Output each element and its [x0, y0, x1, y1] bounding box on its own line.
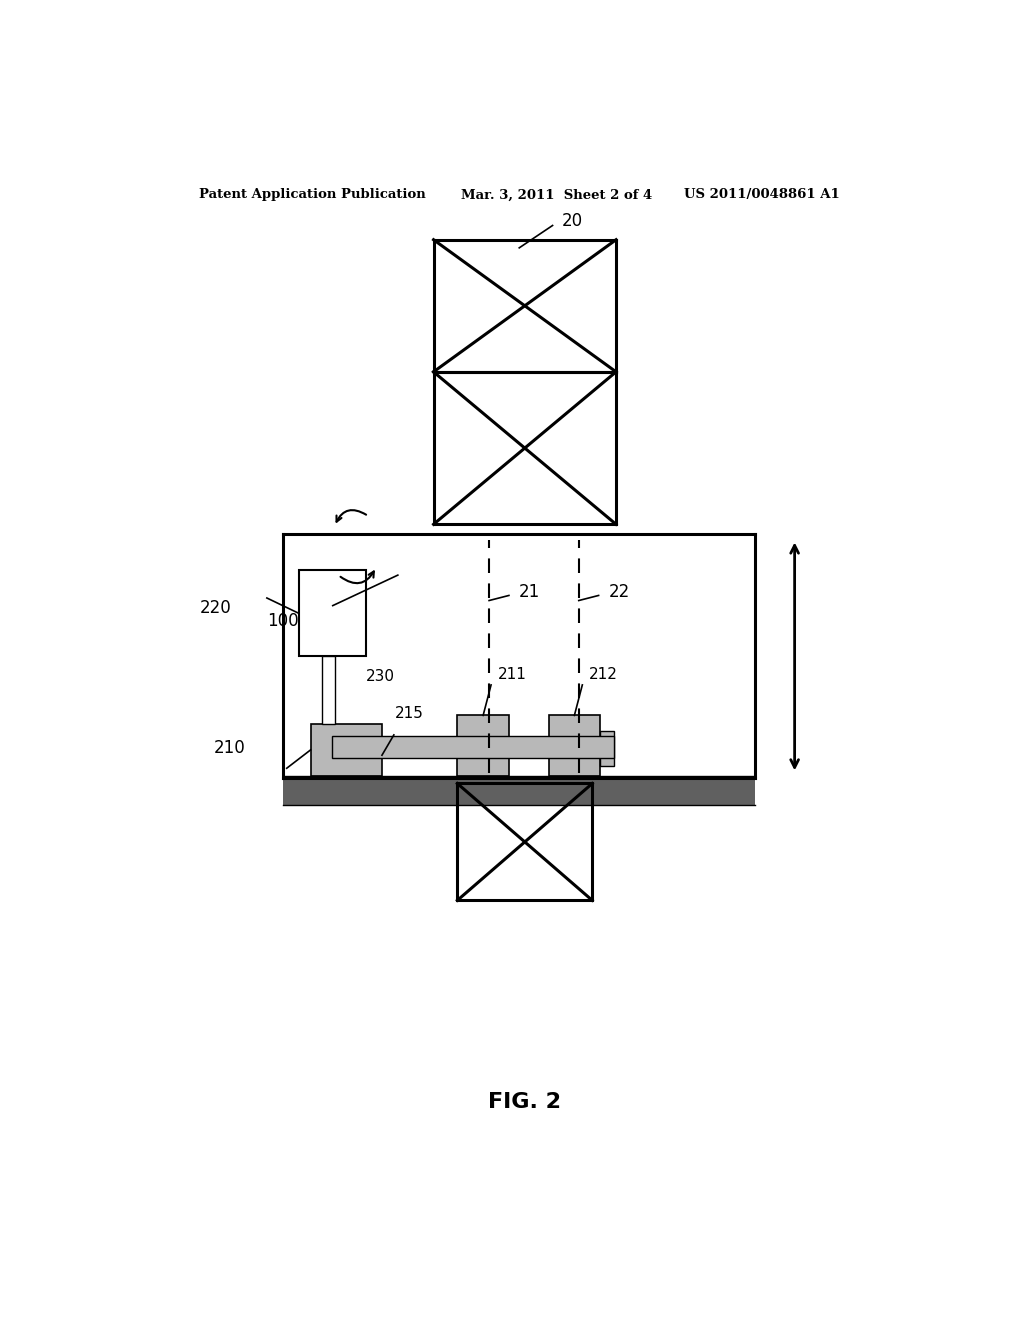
Bar — [458, 715, 509, 776]
Text: 215: 215 — [395, 706, 424, 721]
Bar — [299, 570, 367, 656]
Text: 22: 22 — [609, 583, 630, 602]
Bar — [310, 723, 382, 776]
Bar — [323, 656, 335, 723]
Text: 21: 21 — [519, 583, 541, 602]
Bar — [332, 735, 614, 758]
Text: 230: 230 — [366, 669, 395, 684]
Text: FIG. 2: FIG. 2 — [488, 1092, 561, 1111]
Text: 210: 210 — [214, 739, 246, 756]
Bar — [283, 776, 755, 805]
Text: 220: 220 — [200, 599, 231, 616]
Text: 211: 211 — [498, 667, 526, 682]
Text: US 2011/0048861 A1: US 2011/0048861 A1 — [684, 189, 840, 202]
Bar — [600, 731, 614, 766]
Text: 20: 20 — [562, 213, 584, 231]
Text: Patent Application Publication: Patent Application Publication — [200, 189, 426, 202]
Text: Mar. 3, 2011  Sheet 2 of 4: Mar. 3, 2011 Sheet 2 of 4 — [461, 189, 652, 202]
Text: 100: 100 — [267, 612, 299, 630]
Bar — [549, 715, 600, 776]
Text: 212: 212 — [589, 667, 617, 682]
